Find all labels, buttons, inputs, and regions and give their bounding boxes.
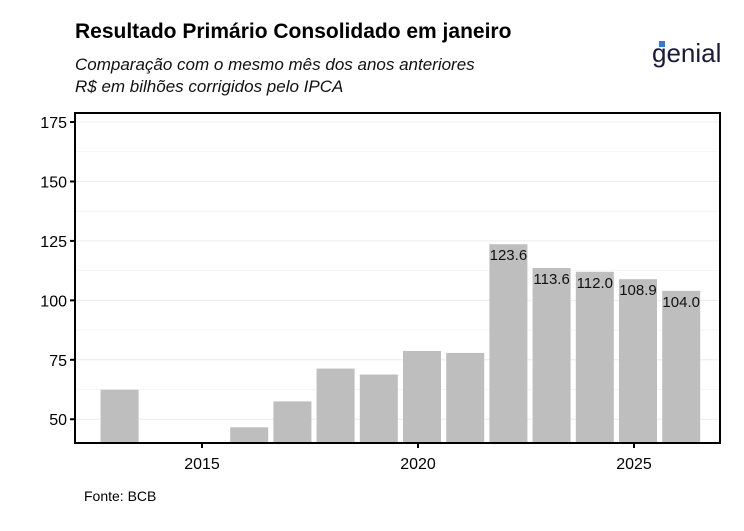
y-tick-label: 75 bbox=[49, 353, 67, 370]
data-label-2026: 104.0 bbox=[662, 294, 700, 311]
y-tick-label: 175 bbox=[40, 115, 67, 132]
data-label-2024: 112.0 bbox=[577, 275, 613, 292]
bar-2025 bbox=[619, 279, 657, 443]
chart-subtitle-units: R$ em bilhões corrigidos pelo IPCA bbox=[75, 77, 344, 96]
bar-2016 bbox=[230, 427, 269, 443]
y-tick-label: 100 bbox=[40, 293, 67, 310]
data-label-2025: 108.9 bbox=[619, 282, 657, 299]
chart-subtitle: Comparação com o mesmo mês dos anos ante… bbox=[75, 55, 475, 74]
y-tick-label: 125 bbox=[40, 234, 67, 251]
chart-title: Resultado Primário Consolidado em janeir… bbox=[75, 20, 512, 43]
source-note: Fonte: BCB bbox=[84, 488, 157, 504]
genial-logo: genial bbox=[652, 38, 722, 68]
bar-2019 bbox=[359, 374, 398, 443]
data-label-2022: 123.6 bbox=[490, 247, 528, 264]
plot-border bbox=[74, 112, 721, 444]
bar-2023 bbox=[532, 268, 571, 443]
y-tick-label: 150 bbox=[40, 174, 67, 191]
bar-2024 bbox=[575, 271, 614, 443]
bar-2013 bbox=[100, 389, 139, 443]
data-label-2023: 113.6 bbox=[533, 271, 569, 288]
bar-2020 bbox=[403, 350, 441, 443]
y-tick-label: 50 bbox=[49, 412, 67, 429]
x-tick-label: 2015 bbox=[184, 456, 220, 473]
x-tick-label: 2020 bbox=[400, 456, 436, 473]
bar-2021 bbox=[446, 352, 485, 443]
bar-2026 bbox=[662, 290, 701, 443]
bar-2017 bbox=[273, 401, 312, 443]
bar-2018 bbox=[316, 368, 355, 443]
bar-2022 bbox=[489, 244, 528, 443]
x-tick-label: 2025 bbox=[616, 456, 652, 473]
